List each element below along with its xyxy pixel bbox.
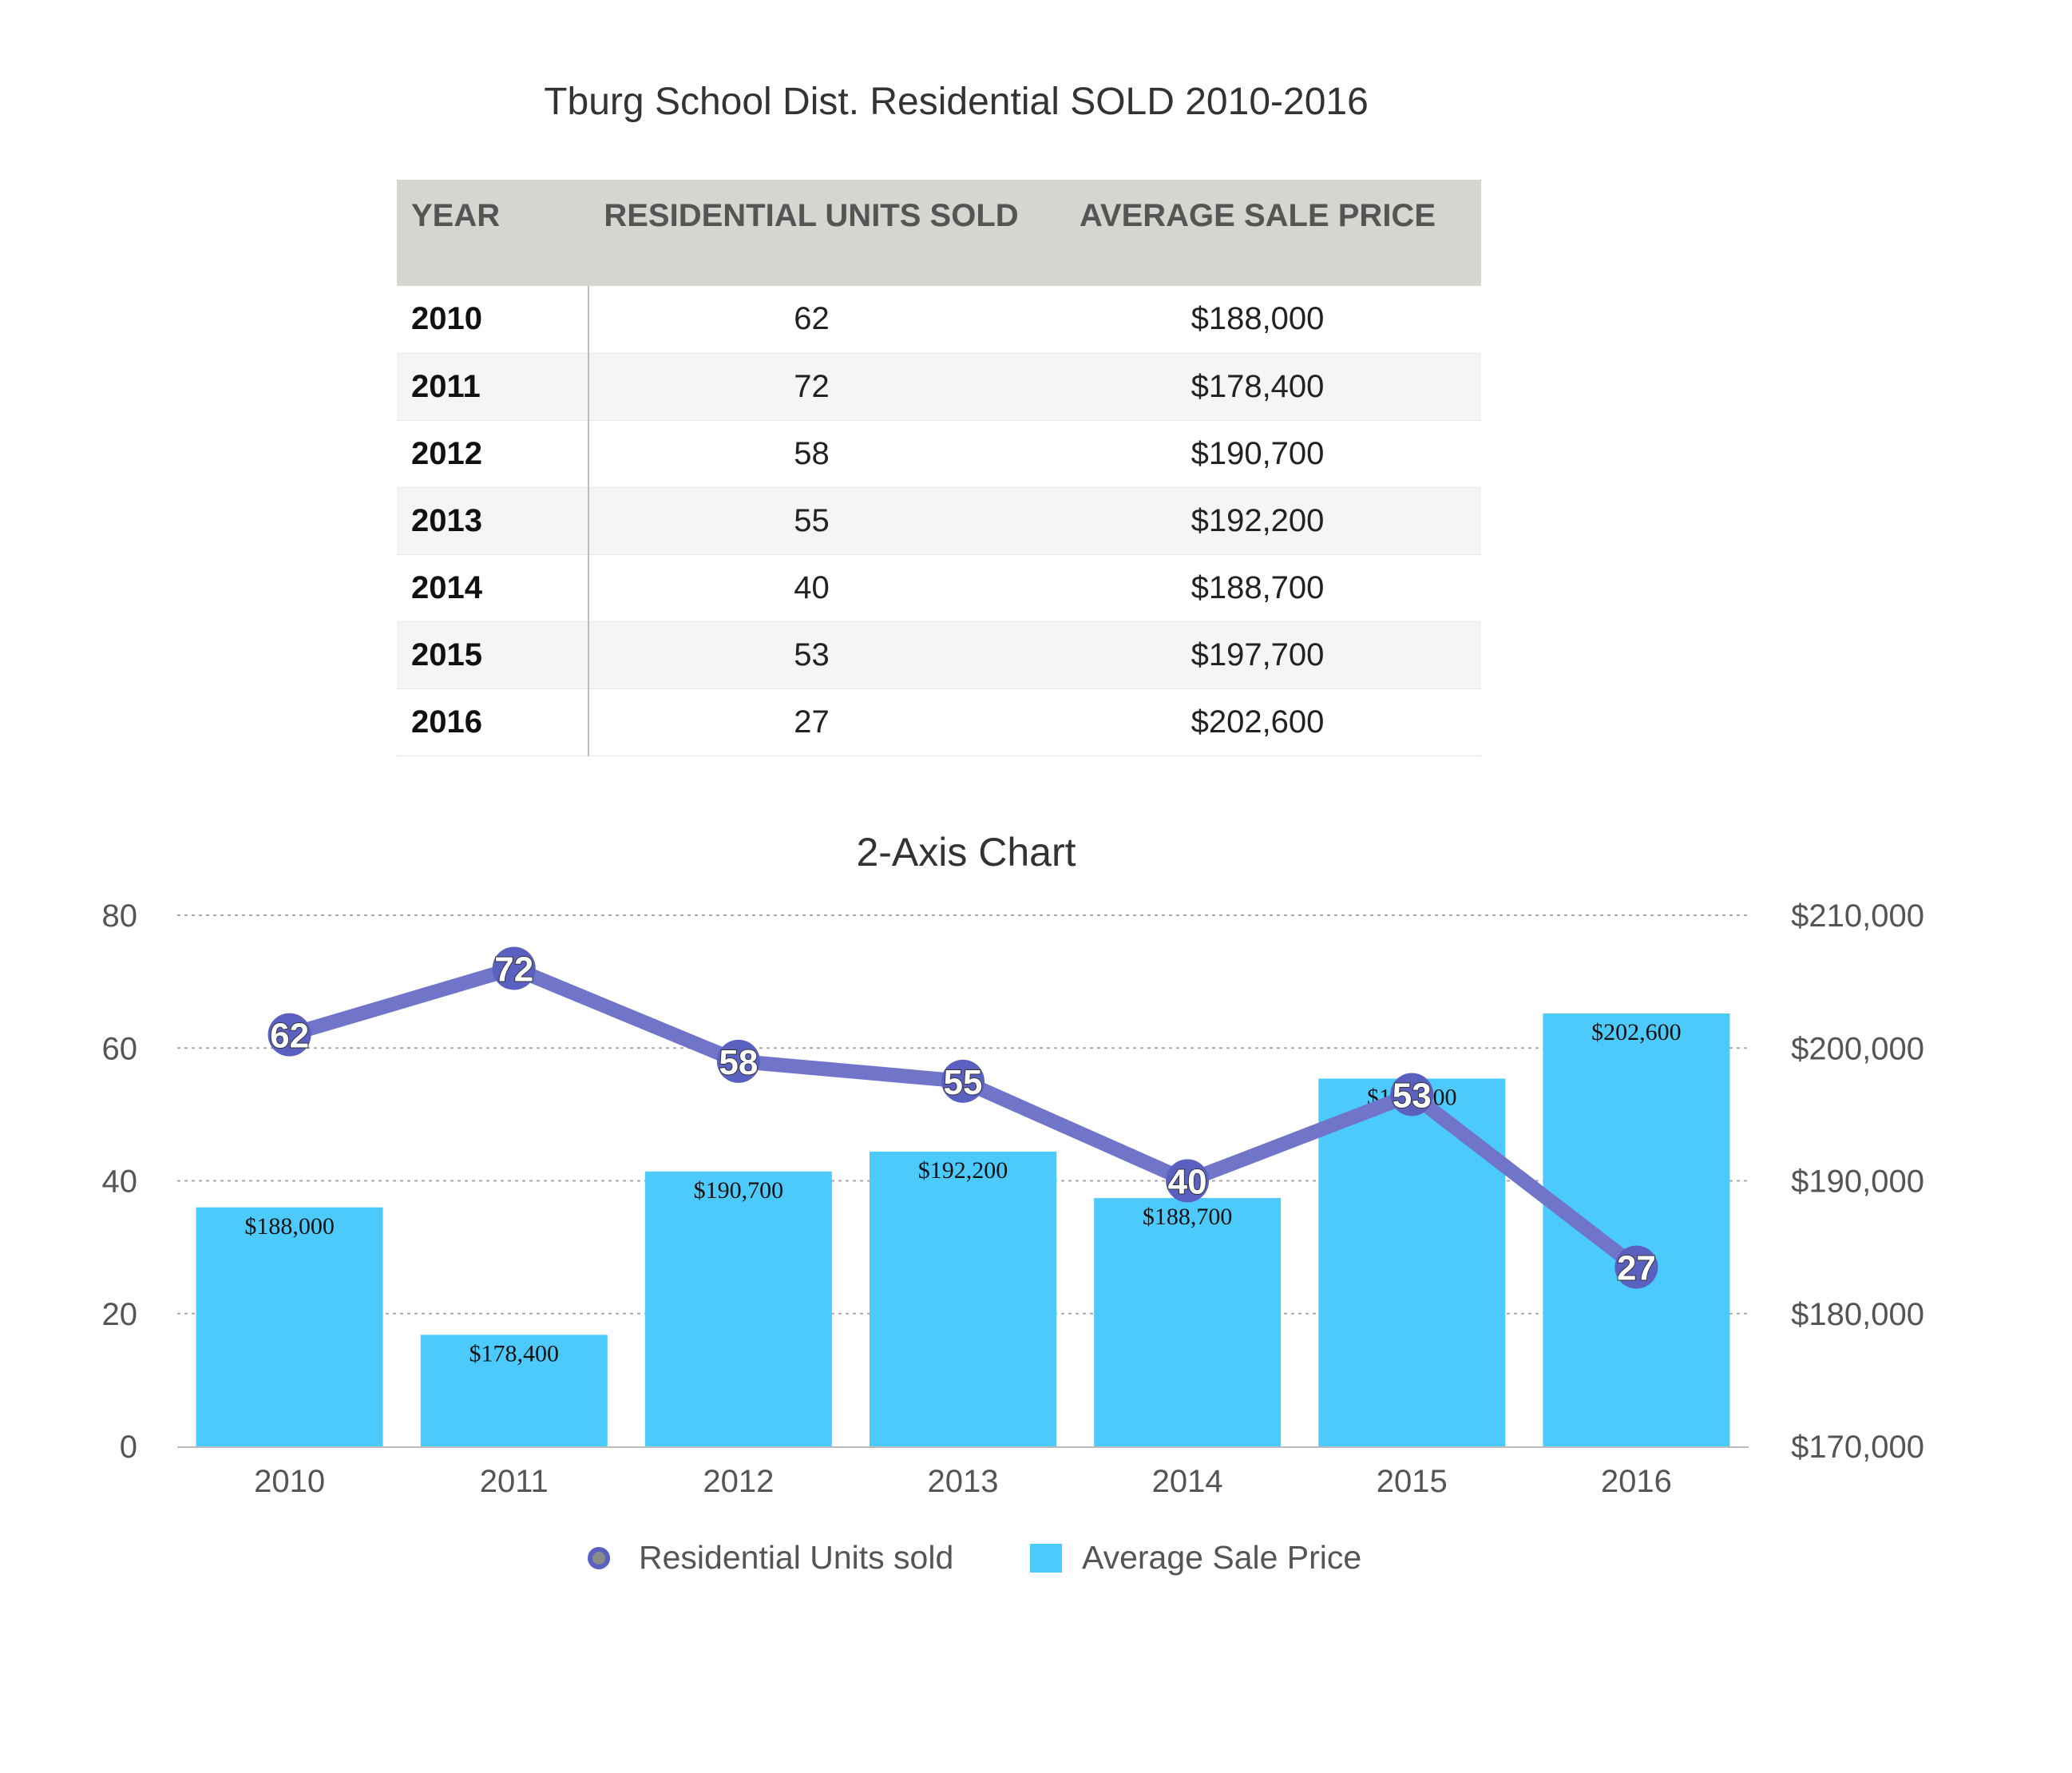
- cell-year: 2012: [397, 420, 589, 488]
- table-row: 2011 72 $178,400: [397, 353, 1481, 421]
- cell-units: 27: [588, 688, 1034, 756]
- bar-value-label: $178,400: [469, 1340, 559, 1366]
- legend-line-marker-icon: [588, 1547, 610, 1569]
- bar-value-label: $192,200: [918, 1157, 1008, 1184]
- cell-price: $188,000: [1034, 286, 1481, 354]
- y-left-tick-label: 20: [102, 1297, 138, 1332]
- cell-price: $197,700: [1034, 621, 1481, 689]
- cell-price: $188,700: [1034, 554, 1481, 622]
- line-point-label: 53: [1393, 1076, 1432, 1115]
- bar: [196, 1207, 383, 1446]
- x-tick-label: 2011: [480, 1464, 549, 1499]
- bar-value-label: $190,700: [694, 1177, 784, 1204]
- legend-label-units: Residential Units sold: [639, 1539, 954, 1576]
- cell-units: 62: [588, 286, 1034, 354]
- line-point-label: 27: [1617, 1249, 1656, 1288]
- table-row: 2012 58 $190,700: [397, 420, 1481, 488]
- cell-year: 2013: [397, 487, 589, 555]
- cell-year: 2016: [397, 688, 589, 756]
- bar-value-label: $188,000: [244, 1213, 335, 1240]
- bar: [1543, 1013, 1730, 1446]
- line-point-marker: [941, 1059, 984, 1103]
- bar: [870, 1151, 1056, 1446]
- header-year: YEAR: [397, 180, 588, 286]
- bar: [1318, 1078, 1506, 1446]
- y-right-tick-label: $170,000: [1791, 1430, 1924, 1465]
- page-title: Tburg School Dist. Residential SOLD 2010…: [544, 81, 1369, 123]
- bar: [644, 1171, 832, 1446]
- cell-units: 40: [588, 554, 1034, 622]
- cell-units: 72: [588, 353, 1034, 421]
- header-average-price: AVERAGE SALE PRICE: [1034, 180, 1481, 286]
- y-left-tick-label: 60: [102, 1031, 138, 1066]
- cell-units: 55: [588, 487, 1034, 555]
- x-tick-label: 2010: [254, 1464, 325, 1499]
- y-right-tick-label: $210,000: [1791, 898, 1924, 934]
- bar: [420, 1335, 608, 1446]
- line-point-marker: [492, 946, 536, 990]
- table-row: 2016 27 $202,600: [397, 688, 1481, 756]
- table-row: 2013 55 $192,200: [397, 487, 1481, 555]
- line-point-label: 72: [494, 950, 533, 990]
- table-row: 2015 53 $197,700: [397, 621, 1481, 689]
- y-left-tick-label: 40: [102, 1164, 138, 1200]
- line-point-marker: [1166, 1159, 1210, 1203]
- y-left-tick-label: 80: [102, 898, 138, 934]
- y-right-tick-label: $180,000: [1791, 1297, 1924, 1332]
- cell-price: $192,200: [1034, 487, 1481, 555]
- cell-year: 2015: [397, 621, 589, 689]
- line-point-label: 55: [944, 1063, 983, 1102]
- chart-title: 2-Axis Chart: [856, 830, 1076, 875]
- y-right-tick-label: $200,000: [1791, 1031, 1924, 1066]
- line-point-label: 58: [719, 1043, 758, 1082]
- cell-units: 53: [588, 621, 1034, 689]
- y-left-tick-label: 0: [120, 1430, 137, 1465]
- table-row: 2010 62 $188,000: [397, 286, 1481, 354]
- y-right-tick-label: $190,000: [1791, 1164, 1924, 1200]
- legend-label-price: Average Sale Price: [1082, 1539, 1362, 1576]
- cell-units: 58: [588, 420, 1034, 488]
- cell-price: $178,400: [1034, 353, 1481, 421]
- line-point-marker: [716, 1039, 760, 1083]
- x-tick-label: 2016: [1601, 1464, 1672, 1499]
- x-tick-label: 2014: [1152, 1464, 1223, 1499]
- x-tick-label: 2015: [1377, 1464, 1448, 1499]
- x-tick-label: 2012: [703, 1464, 774, 1499]
- line-point-label: 62: [270, 1017, 309, 1056]
- chart-legend: Residential Units sold Average Sale Pric…: [0, 1533, 2072, 1581]
- sales-table: YEAR RESIDENTIAL UNITS SOLD AVERAGE SALE…: [397, 180, 1481, 756]
- cell-year: 2014: [397, 554, 589, 622]
- cell-price: $190,700: [1034, 420, 1481, 488]
- line-point-marker: [267, 1013, 311, 1057]
- cell-price: $202,600: [1034, 688, 1481, 756]
- x-tick-label: 2013: [928, 1464, 999, 1499]
- line-point-marker: [1614, 1245, 1658, 1289]
- header-units-sold: RESIDENTIAL UNITS SOLD: [588, 180, 1034, 286]
- line-point-marker: [1390, 1073, 1434, 1117]
- cell-year: 2011: [397, 353, 589, 421]
- bar-value-label: $188,700: [1143, 1204, 1233, 1230]
- bar-value-label: $202,600: [1591, 1019, 1682, 1045]
- legend-bar-swatch-icon: [1030, 1544, 1062, 1573]
- bar: [1094, 1198, 1282, 1446]
- table-row: 2014 40 $188,700: [397, 554, 1481, 622]
- table-header-row: YEAR RESIDENTIAL UNITS SOLD AVERAGE SALE…: [397, 180, 1481, 286]
- cell-year: 2010: [397, 286, 589, 354]
- line-point-label: 40: [1168, 1163, 1207, 1202]
